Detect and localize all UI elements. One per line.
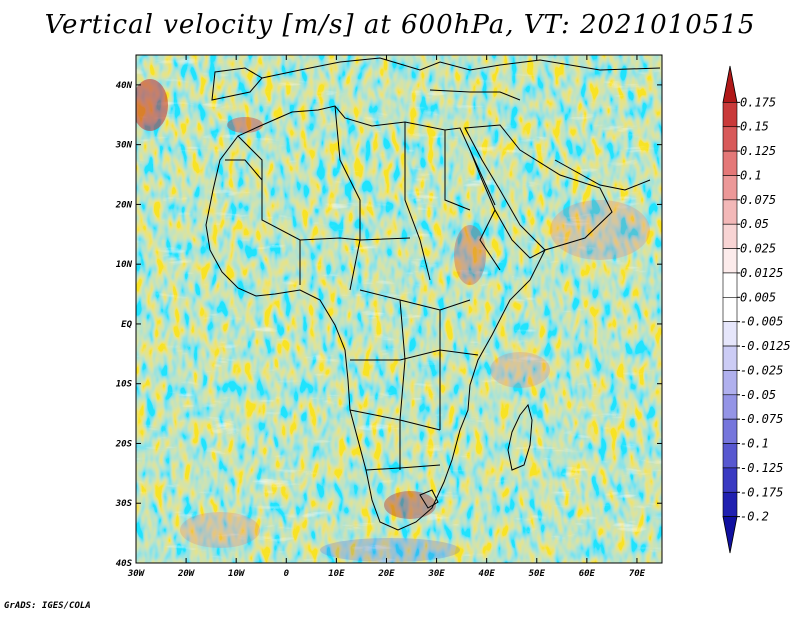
colorbar-label: -0.025	[740, 363, 783, 377]
lon-tick-label: 0	[284, 569, 290, 579]
lat-tick-label: 40S	[116, 559, 133, 569]
colorbar-box	[722, 126, 738, 152]
colorbar-box	[722, 297, 738, 322]
colorbar-label: 0.0125	[740, 266, 783, 280]
colorbar-label: 0.15	[740, 120, 769, 134]
colorbar-label: -0.125	[740, 461, 783, 475]
coastlines-and-borders	[205, 57, 661, 531]
colorbar-box	[722, 443, 738, 469]
lon-tick-label: 20E	[377, 569, 395, 579]
colorbar-label: 0.125	[740, 144, 776, 158]
colorbar-box	[722, 175, 738, 201]
colorbar-box	[722, 370, 738, 396]
colorbar-label: 0.1	[740, 168, 762, 182]
colorbar-label: 0.005	[740, 290, 776, 304]
lat-tick-label: EQ	[121, 320, 132, 330]
colorbar	[722, 65, 738, 554]
axis-ticks	[135, 55, 662, 564]
colorbar-box	[722, 248, 738, 274]
vertical-velocity-field	[136, 55, 662, 563]
colorbar-box	[722, 199, 738, 225]
colorbar-box	[722, 394, 738, 420]
lon-tick-label: 30W	[127, 569, 146, 579]
colorbar-label: -0.005	[740, 315, 783, 329]
colorbar-label: -0.05	[740, 388, 776, 402]
lon-tick-label: 10W	[228, 569, 246, 579]
colorbar-labels: 0.175 0.15 0.125 0.1 0.075 0.05 0.025 0.0125 0.0…	[737, 95, 791, 524]
colorbar-box	[722, 321, 738, 347]
colorbar-label: -0.1	[740, 437, 769, 451]
colorbar-box	[722, 467, 738, 493]
lon-tick-label: 20W	[177, 569, 196, 579]
colorbar-label: -0.2	[740, 510, 769, 524]
lon-tick-label: 70E	[629, 569, 646, 579]
colorbar-box	[722, 102, 738, 128]
lat-tick-label: 30N	[115, 141, 133, 151]
lat-tick-label: 40N	[116, 81, 133, 91]
colorbar-label: -0.075	[740, 412, 783, 426]
colorbar-label: 0.05	[740, 217, 769, 231]
colorbar-box	[722, 491, 738, 517]
lat-tick-label: 30S	[115, 499, 133, 509]
chart-title: Vertical velocity [m/s] at 600hPa, VT: 2…	[44, 10, 756, 40]
lat-tick-label: 20S	[115, 439, 133, 449]
colorbar-label: -0.0125	[740, 339, 791, 353]
colorbar-arrow-top	[722, 65, 738, 103]
map-frame	[135, 54, 663, 564]
colorbar-label: -0.175	[740, 485, 783, 499]
lon-tick-label: 30E	[427, 569, 445, 579]
colorbar-label: 0.175	[740, 95, 776, 109]
colorbar-box	[722, 272, 738, 298]
lat-tick-label: 10N	[116, 260, 133, 270]
colorbar-box	[722, 150, 738, 176]
colorbar-label: 0.025	[740, 242, 776, 256]
longitude-tick-labels: 30W 20W 10W 0 10E 20E 30E 40E 50E 60E 70E	[127, 569, 646, 579]
lat-tick-label: 20N	[115, 200, 133, 210]
lon-tick-label: 40E	[479, 569, 496, 579]
lat-tick-label: 10S	[116, 380, 133, 390]
footer-credit: GrADS: IGES/COLA	[4, 601, 91, 611]
lon-tick-label: 50E	[529, 569, 546, 579]
lon-tick-label: 10E	[328, 569, 345, 579]
colorbar-label: 0.075	[740, 193, 776, 207]
colorbar-arrow-bottom	[722, 516, 738, 554]
colorbar-box	[722, 223, 738, 249]
colorbar-box	[722, 418, 738, 444]
latitude-tick-labels: 40S 30S 20S 10S EQ 10N 20N 30N 40N	[115, 81, 133, 569]
lon-tick-label: 60E	[579, 569, 596, 579]
colorbar-box	[722, 345, 738, 371]
